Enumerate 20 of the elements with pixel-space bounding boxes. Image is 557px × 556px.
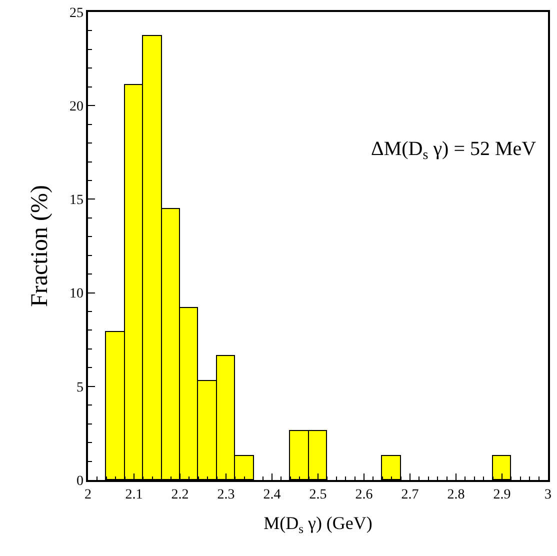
x-tick-label: 2.1 <box>125 488 143 503</box>
x-tick-label: 2.2 <box>171 488 189 503</box>
x-axis-title: M(D$_{s}$ γ) (GeV) <box>264 513 372 536</box>
x-tick-label: 2.8 <box>447 488 465 503</box>
x-tick-label: 2.7 <box>401 488 419 503</box>
x-tick-label: 2.9 <box>493 488 511 503</box>
y-tick-label: 25 <box>69 6 84 21</box>
x-tick-label: 3 <box>544 488 552 503</box>
y-tick-label: 20 <box>69 100 84 114</box>
x-tick-label: 2.4 <box>263 488 281 503</box>
y-tick-label: 15 <box>69 193 84 208</box>
x-tick-label: 2.3 <box>217 488 235 503</box>
annotation: ΔM(D$_{s}$ γ) = 52 MeV <box>371 138 537 164</box>
y-tick-label: 0 <box>76 474 84 489</box>
x-tick-label: 2.5 <box>309 488 327 503</box>
y-tick-label: 10 <box>69 286 84 302</box>
x-tick-label: 2 <box>84 488 92 503</box>
y-axis-title: Fraction (%) <box>27 185 54 307</box>
x-tick-label: 2.6 <box>355 488 373 503</box>
y-tick-label: 5 <box>76 380 84 396</box>
